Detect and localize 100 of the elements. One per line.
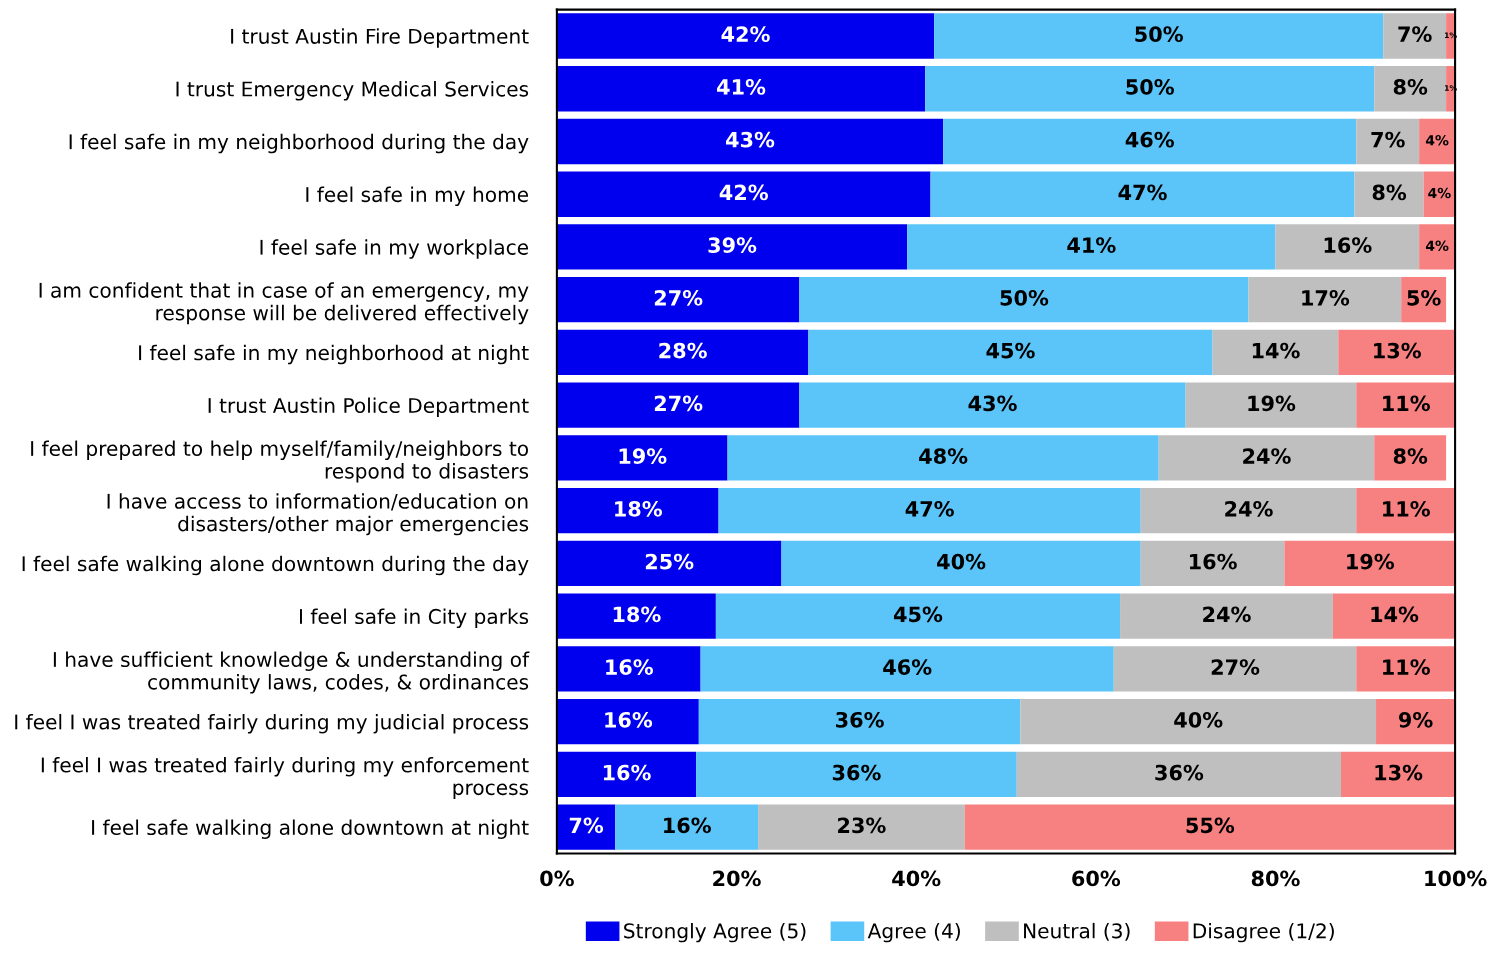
x-tick-label: 100%: [1425, 870, 1487, 887]
bar: [1120, 593, 1333, 639]
data-label: 4%: [1425, 240, 1449, 251]
y-tick-label: I feel safe in City parks: [299, 608, 529, 628]
data-label: 14%: [1371, 606, 1419, 623]
data-label: 47%: [905, 500, 954, 517]
bar: [808, 329, 1213, 376]
data-label: 8%: [1393, 78, 1428, 95]
data-label: 45%: [986, 342, 1035, 359]
bar: [718, 487, 1141, 534]
bar: [1158, 435, 1375, 481]
data-label: 41%: [717, 78, 766, 95]
data-label: 17%: [1302, 289, 1350, 306]
data-label: 27%: [654, 395, 703, 412]
data-label: 42%: [719, 184, 768, 201]
data-label: 19%: [619, 448, 667, 464]
x-tick-label: 20%: [713, 870, 761, 887]
data-label: 25%: [645, 553, 694, 570]
y-tick-label: I feel I was treated fairly during my enforcement process: [41, 757, 529, 800]
y-tick-label: I am confident that in case of an emergency, my response will be delivered effectively: [39, 282, 529, 325]
bar: [556, 13, 935, 59]
data-label: 7%: [1398, 26, 1432, 43]
bar: [556, 224, 908, 270]
data-label: 16%: [1324, 237, 1372, 253]
data-label: 55%: [1186, 817, 1235, 834]
bar: [925, 66, 1375, 112]
data-label: 23%: [838, 817, 886, 834]
data-label: 40%: [937, 553, 986, 570]
y-tick-label: I have access to information/education on disasters/other major emergencies: [107, 493, 529, 536]
bar: [1356, 382, 1456, 428]
bar: [1284, 540, 1456, 587]
data-label: 8%: [1372, 184, 1407, 201]
data-label: 24%: [1203, 606, 1251, 623]
bar: [1275, 224, 1420, 270]
y-tick-label: I feel I was treated fairly during my judicial process: [15, 714, 529, 734]
y-tick-label: I feel safe in my workplace: [260, 239, 529, 259]
bar: [1419, 224, 1456, 270]
bar: [1140, 540, 1285, 587]
data-label: 9%: [1398, 711, 1433, 728]
bar: [964, 804, 1456, 850]
data-label: 19%: [1248, 395, 1296, 412]
y-tick-label: I feel safe in my neighborhood during the day: [69, 133, 529, 154]
bar: [556, 382, 800, 428]
data-label: 13%: [1375, 764, 1423, 781]
bar: [1185, 382, 1357, 428]
legend-label: Disagree (1/2): [1193, 922, 1334, 943]
bar: [943, 118, 1357, 165]
data-label: 14%: [1252, 342, 1300, 359]
legend-label: Agree (4): [867, 922, 960, 943]
data-label: 5%: [1407, 289, 1441, 306]
y-tick-label: I trust Austin Fire Department: [231, 28, 529, 48]
data-label: 27%: [1211, 659, 1260, 675]
x-tick-label: 0%: [540, 870, 574, 887]
data-label: 16%: [603, 764, 651, 781]
bar: [727, 435, 1159, 481]
data-label: 4%: [1425, 134, 1449, 146]
bar: [615, 804, 759, 850]
y-tick-label: I feel safe in my home: [306, 186, 529, 207]
data-label: 19%: [1347, 553, 1395, 570]
bar: [1140, 487, 1357, 534]
data-label: 48%: [919, 448, 968, 464]
data-label: 50%: [1135, 26, 1183, 43]
data-label: 11%: [1383, 500, 1430, 517]
bar: [556, 171, 931, 217]
bar: [556, 593, 716, 639]
data-label: 4%: [1428, 187, 1451, 199]
bar: [1332, 593, 1456, 639]
y-tick-label: I feel prepared to help myself/family/neighbors to respond to disasters: [31, 440, 529, 483]
data-label: 50%: [1126, 78, 1174, 95]
y-tick-label: I feel safe walking alone downtown at night: [92, 819, 529, 839]
y-tick-label: I have sufficient knowledge & understanding of community laws, codes, & ordinances: [53, 651, 530, 694]
bar: [556, 277, 800, 323]
bar: [799, 277, 1249, 323]
legend-label: Neutral (3): [1024, 922, 1130, 941]
bar: [799, 382, 1186, 428]
data-label: 11%: [1383, 395, 1430, 412]
legend-label: Strongly Agree (5): [624, 922, 806, 943]
y-tick-label: I trust Austin Police Department: [208, 397, 529, 418]
bar: [556, 698, 699, 745]
bar: [1356, 646, 1456, 692]
bar: [696, 751, 1017, 798]
bar: [556, 646, 701, 692]
y-tick-label: I feel safe walking alone downtown during the day: [22, 555, 529, 576]
bar: [698, 698, 1021, 745]
data-label: 50%: [1000, 289, 1049, 306]
bar: [1356, 118, 1420, 165]
data-label: 8%: [1393, 448, 1428, 464]
data-label: 16%: [605, 711, 653, 728]
bar: [556, 66, 926, 112]
data-label: 42%: [721, 26, 770, 43]
bar: [758, 804, 965, 850]
bar: [1383, 13, 1447, 59]
x-tick-label: 60%: [1072, 870, 1121, 887]
bar: [1354, 171, 1424, 217]
data-label: 39%: [708, 237, 757, 253]
bar: [556, 329, 809, 376]
bar: [1248, 277, 1402, 323]
data-label: 40%: [1174, 711, 1223, 728]
bar: [700, 646, 1114, 692]
bar: [1376, 698, 1456, 745]
